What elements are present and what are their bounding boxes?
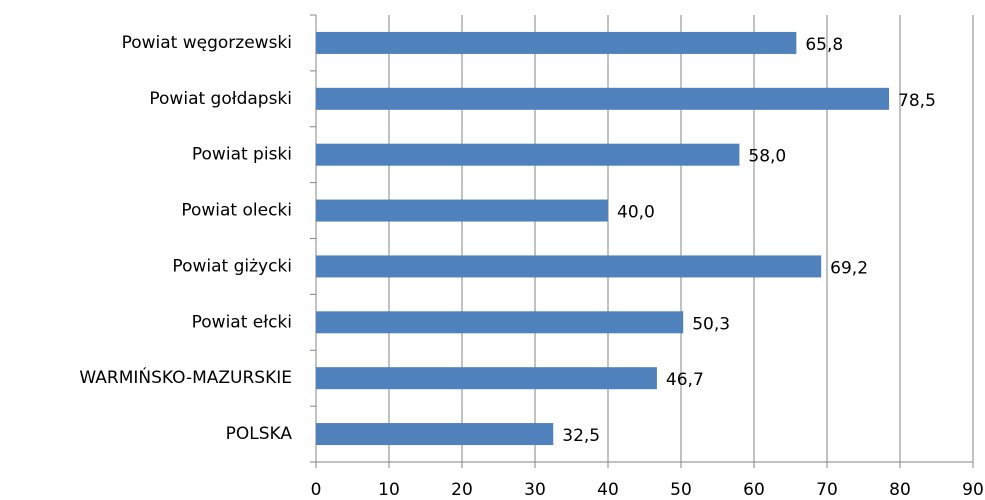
x-tick-label: 80 — [889, 480, 911, 500]
y-tick-label: Powiat olecki — [181, 201, 292, 221]
y-tick-label: WARMIŃSKO-MAZURSKIE — [79, 366, 292, 388]
y-tick-label: Powiat węgorzewski — [122, 33, 292, 53]
y-tick-label: Powiat ełcki — [192, 312, 292, 332]
bar — [316, 367, 657, 390]
y-tick-label: POLSKA — [226, 424, 293, 444]
x-tick-label: 30 — [524, 480, 546, 500]
bar — [316, 31, 797, 54]
bar — [316, 255, 822, 278]
value-label: 78,5 — [898, 91, 936, 111]
x-tick-label: 20 — [451, 480, 473, 500]
bar — [316, 423, 554, 446]
value-label: 32,5 — [562, 426, 600, 446]
value-label: 40,0 — [617, 203, 655, 223]
y-tick-label: Powiat gołdapski — [149, 89, 292, 109]
bar — [316, 143, 740, 166]
x-tick-label: 40 — [597, 480, 619, 500]
y-tick-label: Powiat piski — [192, 145, 292, 165]
x-tick-label: 90 — [962, 480, 984, 500]
value-label: 58,0 — [748, 147, 786, 167]
bar — [316, 87, 890, 110]
value-label: 46,7 — [666, 370, 704, 390]
value-label: 65,8 — [805, 35, 843, 55]
y-tick-label: Powiat giżycki — [172, 256, 292, 276]
x-tick-label: 70 — [816, 480, 838, 500]
value-label: 69,2 — [830, 258, 868, 278]
x-tick-label: 50 — [670, 480, 692, 500]
bar — [316, 311, 684, 334]
x-tick-label: 60 — [743, 480, 765, 500]
x-tick-label: 0 — [311, 480, 322, 500]
value-label: 50,3 — [692, 314, 730, 334]
bar — [316, 199, 608, 222]
x-tick-label: 10 — [378, 480, 400, 500]
